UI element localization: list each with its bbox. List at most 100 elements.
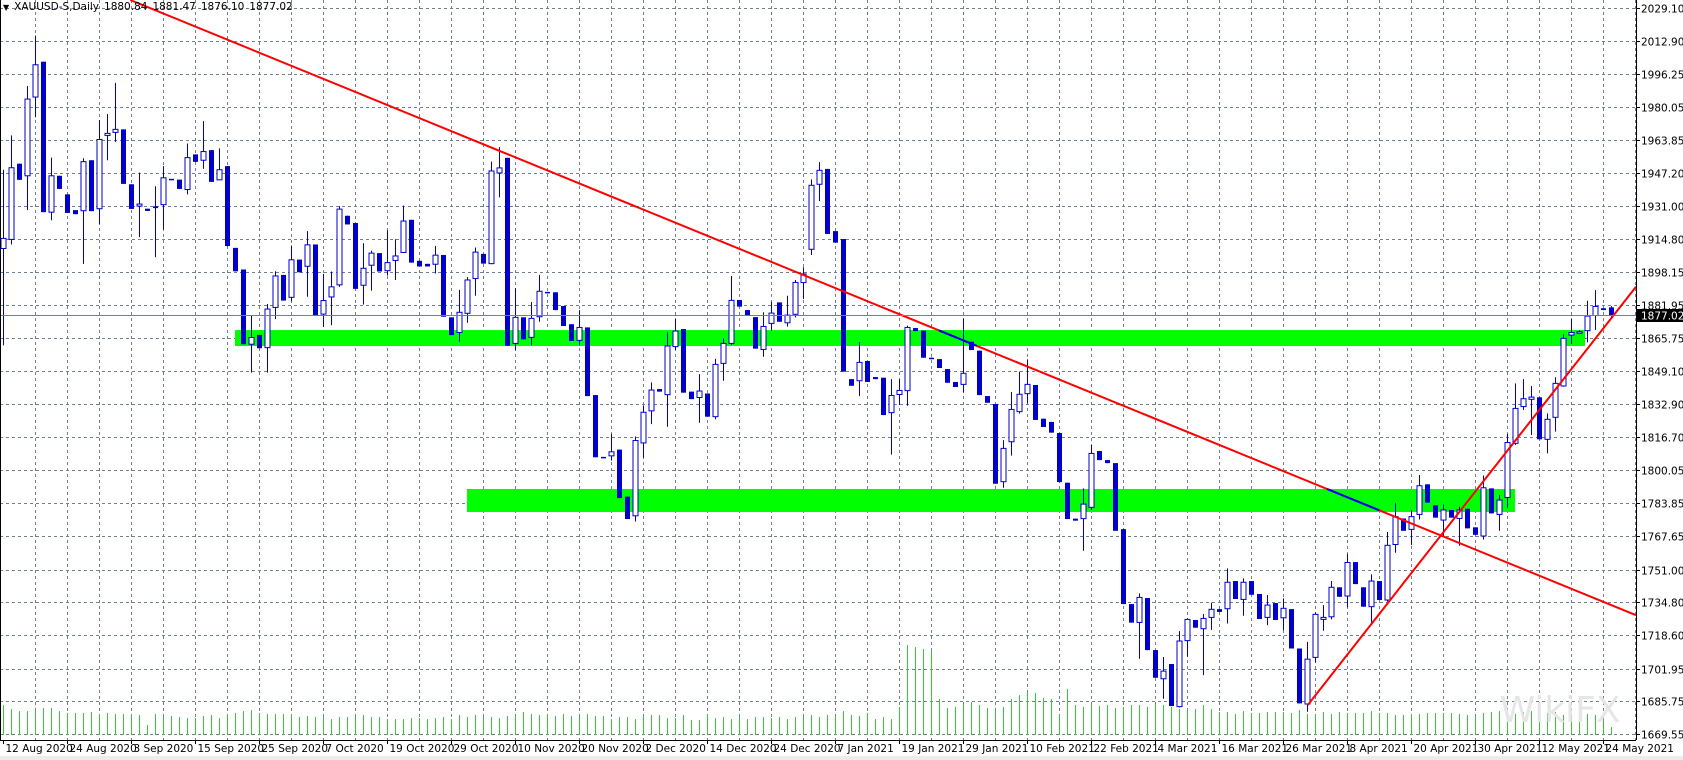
candle-body-bearish: [73, 210, 78, 215]
candle-body-bullish: [320, 300, 327, 315]
candle: [985, 396, 990, 403]
candle: [1480, 475, 1487, 540]
candle-body-bullish: [384, 262, 391, 272]
uptrend-trendline: [1307, 286, 1637, 706]
date-axis-label: 14 Dec 2020: [710, 743, 777, 755]
candle-body-bearish: [753, 317, 758, 349]
candle: [1568, 318, 1575, 344]
candle: [536, 274, 543, 322]
candle: [1449, 509, 1454, 518]
candle: [784, 295, 791, 327]
candle: [505, 157, 510, 346]
candle: [96, 120, 103, 225]
candle-body-bearish: [57, 175, 62, 189]
candle: [1065, 482, 1070, 520]
support-zone: [467, 488, 1515, 512]
candle: [496, 147, 503, 198]
candle-body-bullish: [80, 161, 87, 212]
chart-header: ▼ XAUUSD-S,Daily 1880.84 1881.47 1876.10…: [3, 1, 293, 13]
candle: [169, 178, 174, 181]
candle-body-bullish: [1312, 613, 1319, 658]
candle: [1257, 593, 1262, 620]
candle: [833, 231, 838, 243]
candle: [1049, 421, 1054, 433]
candle: [977, 350, 982, 396]
candle: [73, 210, 78, 215]
price-axis-label: 1783.85: [1641, 499, 1683, 511]
candle-body-bearish: [1537, 397, 1542, 440]
candle: [1176, 631, 1183, 708]
candle: [1504, 434, 1511, 508]
candle: [193, 154, 198, 162]
candle-body-bullish: [328, 286, 335, 298]
candle-body-bullish: [264, 308, 271, 349]
candle-body-bearish: [625, 496, 630, 520]
candle: [272, 271, 279, 320]
candle: [80, 158, 87, 264]
candle-body-bearish: [1033, 384, 1038, 420]
candle: [696, 374, 703, 423]
candle-body-bullish: [216, 169, 223, 181]
candles: [0, 35, 1614, 712]
date-axis-label: 29 Oct 2020: [454, 743, 519, 755]
candle: [1465, 508, 1470, 529]
candle: [1377, 581, 1382, 601]
candle: [1273, 603, 1278, 621]
candle-body-bullish: [1440, 509, 1447, 521]
candle: [1520, 379, 1527, 411]
header-close: 1877.02: [249, 1, 293, 13]
candle-body-bullish: [104, 132, 111, 136]
candle-body-bullish: [1344, 561, 1351, 597]
candle-body-bearish: [153, 206, 158, 209]
candle-body-bullish: [720, 342, 727, 364]
candle-body-bullish: [0, 237, 7, 249]
candle: [625, 496, 630, 520]
candle-body-bearish: [833, 231, 838, 243]
price-axis-label: 2012.90: [1641, 37, 1683, 49]
candle: [32, 35, 39, 118]
candle: [777, 302, 782, 322]
candle-body-bullish: [1136, 596, 1143, 623]
candle: [849, 379, 854, 386]
candle: [1304, 641, 1311, 712]
candle-body-bearish: [1337, 587, 1342, 597]
candle-body-bullish: [8, 167, 15, 240]
candle-body-bullish: [1496, 499, 1503, 515]
candle: [1328, 581, 1335, 620]
candle: [617, 449, 622, 499]
date-axis-label: 8 Apr 2021: [1350, 743, 1408, 755]
candle: [1592, 290, 1599, 331]
candle: [248, 315, 255, 373]
candle: [993, 403, 998, 484]
price-axis-label: 1832.90: [1641, 400, 1683, 412]
candle: [65, 194, 70, 213]
candle-body-bearish: [1217, 609, 1222, 612]
candle: [888, 379, 895, 455]
date-axis-label: 30 Apr 2021: [1478, 743, 1543, 755]
triangle-down-icon[interactable]: ▼: [3, 2, 10, 12]
candle: [1184, 618, 1191, 657]
candle-body-bearish: [881, 377, 886, 416]
candle: [392, 239, 399, 280]
symbol-timeframe: XAUUSD-S,Daily: [14, 1, 100, 13]
price-axis-label: 1669.55: [1641, 730, 1683, 742]
candle: [1097, 451, 1102, 461]
candle: [681, 329, 686, 393]
candle-body-bullish: [800, 273, 807, 284]
candle: [145, 208, 150, 211]
candle-body-bearish: [737, 299, 742, 307]
candle: [233, 247, 238, 272]
candle: [409, 219, 414, 263]
candle: [521, 317, 526, 340]
trendlines[interactable]: [129, 0, 1637, 706]
candle: [1121, 529, 1126, 605]
candle: [593, 395, 598, 458]
candle-body-bullish: [392, 255, 399, 261]
candle-body-bearish: [193, 154, 198, 162]
price-axis-label: 1849.10: [1641, 367, 1683, 379]
candle-body-bullish: [136, 203, 143, 207]
candle: [737, 299, 742, 307]
candle-body-bullish: [1000, 447, 1007, 483]
candle-body-bullish: [512, 316, 519, 344]
